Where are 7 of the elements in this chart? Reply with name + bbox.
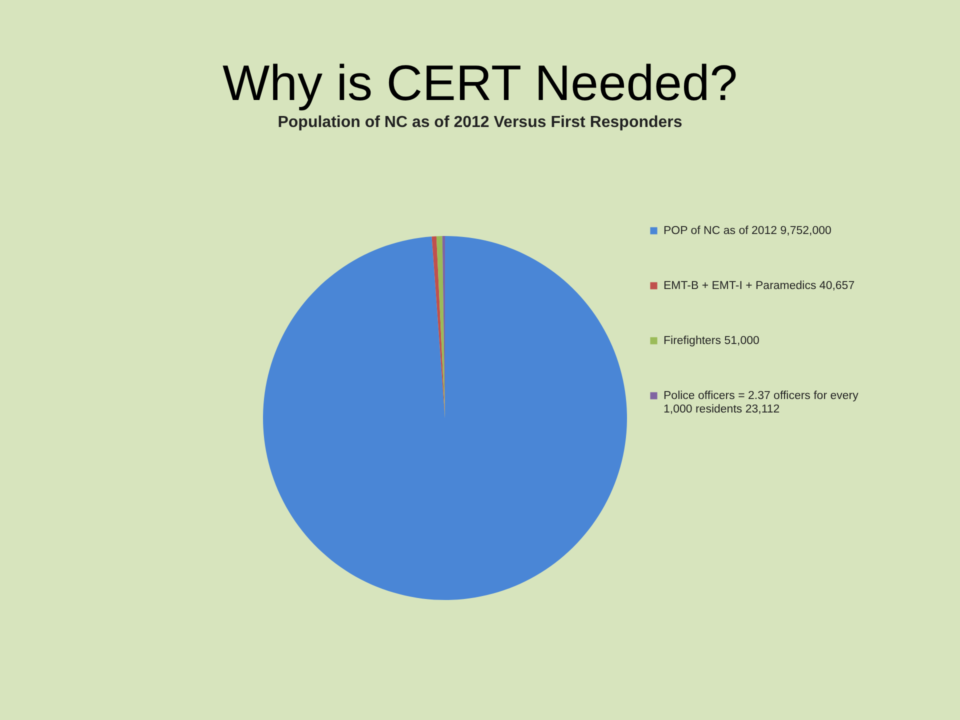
legend-label: POP of NC as of 2012 9,752,000 — [664, 224, 832, 237]
chart-title: Why is CERT Needed? — [222, 55, 738, 111]
pie-slice — [263, 236, 627, 600]
legend-label: Police officers = 2.37 officers for every 1,000 residents 23,112 — [664, 390, 859, 416]
chart-subtitle: Population of NC as of 2012 Versus First Responders — [278, 114, 682, 131]
legend-label: Firefighters 51,000 — [664, 334, 760, 347]
legend-label: EMT-B + EMT-I + Paramedics 40,657 — [664, 280, 855, 292]
